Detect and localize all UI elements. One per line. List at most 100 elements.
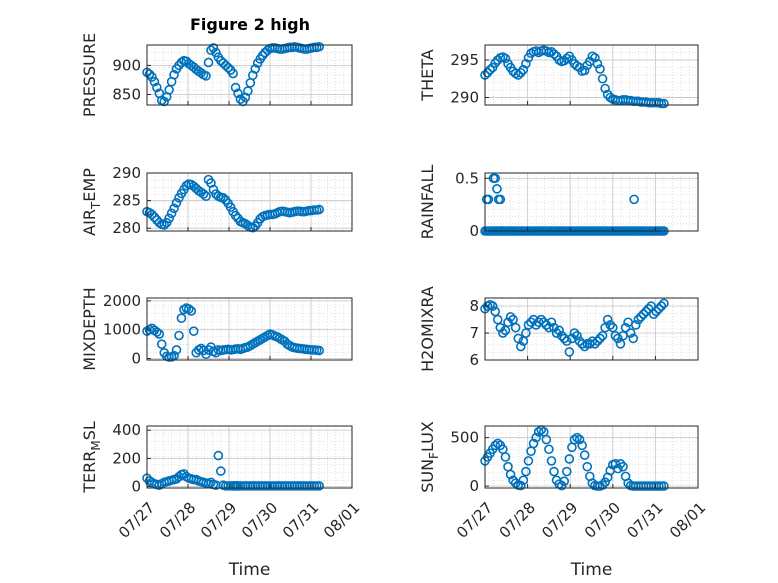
y-tick-label: 8 [469, 297, 479, 315]
x-axis-label: Time [228, 560, 271, 580]
data-point [490, 306, 501, 317]
data-point [572, 432, 582, 443]
data-point [515, 341, 526, 352]
data-point [618, 461, 628, 472]
data-point [654, 303, 664, 314]
data-point [590, 339, 600, 349]
plot-area [485, 173, 698, 231]
data-point [659, 98, 669, 109]
data-point [597, 480, 608, 490]
data-point [636, 312, 646, 322]
data-point [549, 322, 559, 333]
data-point [521, 58, 531, 69]
data-point [257, 50, 268, 61]
data-point [198, 189, 209, 199]
x-tick-label: 07/30 [238, 499, 281, 542]
y-axis-label: MIXDEPTH [80, 287, 99, 370]
data-point [156, 339, 167, 349]
y-tick-label: 0 [131, 478, 141, 496]
data-point [314, 204, 325, 215]
data-point [521, 466, 531, 477]
y-label-main: PRESSURE [80, 33, 99, 117]
y-label-subscript: M [89, 440, 103, 450]
data-point [144, 69, 155, 79]
x-tick-label: 07/28 [156, 499, 199, 542]
axes-box [484, 172, 699, 232]
data-point [546, 317, 557, 328]
data-point [579, 450, 590, 460]
data-point [659, 481, 669, 491]
data-point [169, 203, 179, 214]
data-point [544, 322, 554, 333]
data-point [631, 320, 641, 330]
data-point [206, 477, 216, 488]
data-point [149, 76, 160, 87]
series-theta [480, 45, 669, 109]
y-axis-label: AIRTEMP [80, 168, 103, 236]
data-point [147, 72, 157, 82]
data-point [561, 53, 572, 64]
data-point [556, 330, 567, 341]
y-axis-label: H2OMIXRA [418, 286, 437, 372]
data-point [495, 322, 506, 333]
y-label-rest: SL [80, 421, 99, 440]
data-point [551, 328, 562, 338]
panel-h2omixra: 6 7 8 H2OMIXRA [418, 286, 699, 372]
data-point [164, 213, 174, 224]
y-label-rest: LUX [418, 421, 437, 452]
data-point [490, 440, 501, 451]
y-tick-label: 0 [131, 350, 141, 368]
y-tick-label: 400 [112, 421, 141, 439]
data-point [656, 301, 667, 311]
data-point [554, 325, 564, 336]
data-point [188, 326, 199, 336]
x-axis-label: Time [570, 560, 613, 580]
y-tick-label: 850 [112, 86, 141, 104]
data-point [615, 458, 626, 469]
panel-air_temp: 280 285 290 AIRTEMP [80, 164, 353, 237]
data-point [176, 313, 187, 323]
y-tick-label: 285 [112, 192, 141, 210]
data-point [628, 333, 639, 344]
data-point [564, 454, 575, 464]
data-point [615, 339, 626, 349]
panel-sun_flux: 0 500 07/27 07/28 07/29 07/30 07/31 08/01 Time SU… [418, 421, 709, 580]
data-point [314, 345, 325, 356]
x-tick-label: 07/28 [496, 499, 539, 542]
y-label-main: AIR [80, 209, 99, 236]
data-point [561, 466, 572, 477]
y-tick-label: 280 [112, 219, 141, 237]
y-label-rest: EMP [80, 168, 99, 202]
data-point [574, 434, 585, 445]
data-point [243, 86, 253, 96]
series-pressure [142, 41, 325, 107]
x-tick-label: 08/01 [320, 499, 363, 542]
y-axis-label: TERRMSL [80, 421, 103, 494]
axes-box [484, 425, 699, 489]
data-point [597, 330, 608, 341]
y-tick-label: 290 [450, 89, 479, 107]
y-label-main: TERR [80, 451, 99, 494]
axes-box [146, 172, 353, 232]
data-point [523, 456, 534, 466]
data-point [492, 438, 503, 449]
data-point [590, 52, 600, 63]
data-point [218, 193, 229, 203]
data-point [564, 347, 575, 357]
y-label-main: H2OMIXRA [418, 286, 437, 372]
data-point [492, 314, 503, 325]
data-point [597, 73, 608, 84]
data-point [314, 41, 325, 52]
data-point [613, 333, 623, 344]
data-point [508, 475, 518, 486]
data-point [169, 69, 179, 80]
x-tick-label: 07/30 [581, 499, 624, 542]
data-point [483, 194, 494, 205]
data-point [533, 427, 544, 437]
data-point [505, 312, 516, 322]
data-point [595, 333, 605, 344]
data-point [528, 438, 539, 449]
data-point [572, 330, 582, 341]
data-point [230, 210, 241, 221]
